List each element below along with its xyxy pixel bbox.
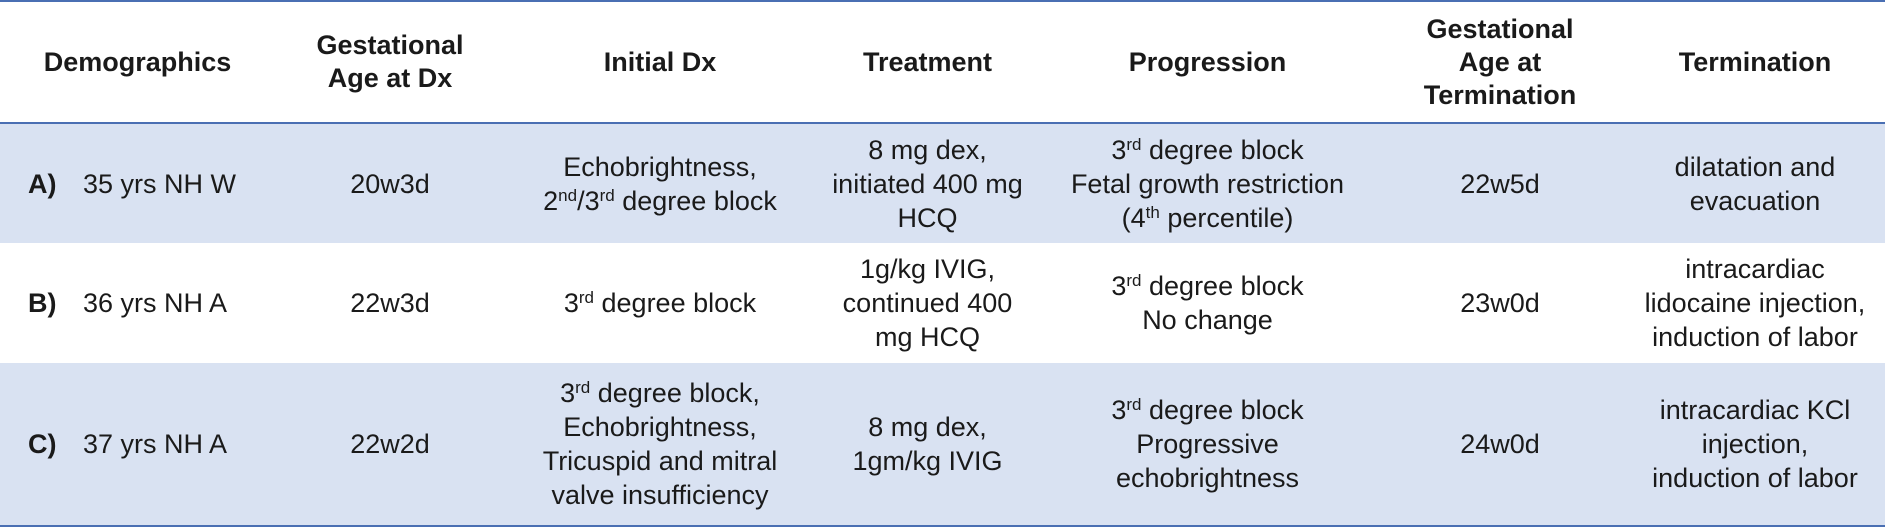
cell-ga-termination: 23w0d xyxy=(1460,288,1540,318)
cell-demographics: A) 35 yrs NH W xyxy=(0,123,275,243)
table-row-a: A) 35 yrs NH W 20w3d Echobrightness, 2nd/… xyxy=(0,123,1885,243)
cell-treatment: 8 mg dex, 1gm/kg IVIG xyxy=(815,363,1040,527)
cell-initial-dx: 3rd degree block, Echobrightness, Tricus… xyxy=(505,363,815,527)
cell-demographics: C) 37 yrs NH A xyxy=(0,363,275,527)
row-label: B) xyxy=(28,288,57,318)
cell-initial-dx: Echobrightness, 2nd/3rd degree block xyxy=(505,123,815,243)
cell-demographics: B) 36 yrs NH A xyxy=(28,288,228,318)
header-treatment: Treatment xyxy=(815,0,1040,124)
cell-termination: intracardiac lidocaine injection, induct… xyxy=(1644,254,1866,352)
header-row: Demographics Gestational Age at Dx Initi… xyxy=(0,0,1885,124)
cell-termination: intracardiac KCl injection, induction of… xyxy=(1625,363,1885,527)
cell-ga-dx: 20w3d xyxy=(275,123,505,243)
cell-initial-dx: 3rd degree block xyxy=(563,288,757,318)
row-label: A) xyxy=(28,168,57,199)
cell-progression: 3rd degree block Fetal growth restrictio… xyxy=(1040,123,1375,243)
cell-ga-termination: 22w5d xyxy=(1375,123,1625,243)
header-progression: Progression xyxy=(1040,0,1375,124)
cell-treatment: 8 mg dex, initiated 400 mg HCQ xyxy=(815,123,1040,243)
cell-ga-dx: 22w2d xyxy=(275,363,505,527)
cell-progression: 3rd degree block Progressive echobrightn… xyxy=(1040,363,1375,527)
cell-treatment: 1g/kg IVIG, continued 400 mg HCQ xyxy=(842,254,1013,352)
header-gestational-age-at-termination: Gestational Age at Termination xyxy=(1375,0,1625,124)
table-row-b: B) 36 yrs NH A 22w3d 3rd degree block 1g/… xyxy=(0,243,1885,363)
header-initial-dx: Initial Dx xyxy=(505,0,815,124)
cell-ga-dx: 22w3d xyxy=(350,288,430,318)
header-termination: Termination xyxy=(1625,0,1885,124)
cell-ga-termination: 24w0d xyxy=(1375,363,1625,527)
cell-progression: 3rd degree block No change xyxy=(1111,271,1304,335)
row-label: C) xyxy=(28,429,57,459)
header-demographics: Demographics xyxy=(0,0,275,124)
table-row-c: C) 37 yrs NH A 22w2d 3rd degree block, Ec… xyxy=(0,363,1885,527)
cell-termination: dilatation and evacuation xyxy=(1625,123,1885,243)
header-gestational-age-at-dx: Gestational Age at Dx xyxy=(275,0,505,124)
